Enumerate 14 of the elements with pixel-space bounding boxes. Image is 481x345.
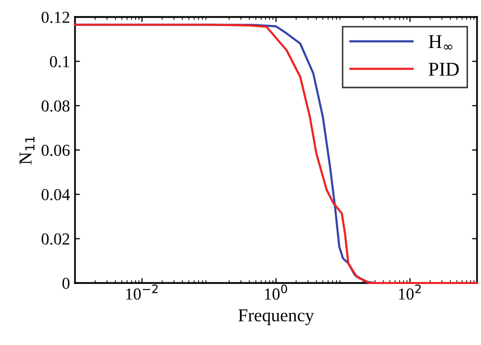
x-tick-label: 10$^{0}$ <box>265 284 288 300</box>
y-tick-label: 0.06 <box>42 144 70 156</box>
y-tick-label: 0.1 <box>50 56 70 68</box>
y-tick-label: 0.12 <box>42 12 70 24</box>
legend-label: PID <box>428 62 459 76</box>
y-tick-label: 0.08 <box>42 100 70 112</box>
y-tick-label: 0.02 <box>42 233 70 245</box>
y-axis-title: N$_{11}$ <box>20 136 34 164</box>
y-tick-label: 0.04 <box>42 189 70 200</box>
y-tick-label: 0 <box>62 278 70 289</box>
x-tick-label: 10$^{−2}$ <box>126 284 158 300</box>
legend-label: H$_{∞}$ <box>428 35 452 50</box>
x-tick-label: 10$^{2}$ <box>399 284 421 300</box>
x-axis-title: Frequency <box>238 309 314 326</box>
